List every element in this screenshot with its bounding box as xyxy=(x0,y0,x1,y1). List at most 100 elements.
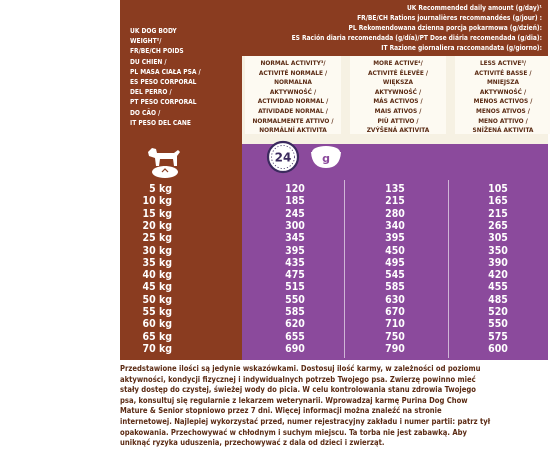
weight-label-line: UK DOG BODY xyxy=(130,27,177,35)
less-active-cell: 420 xyxy=(488,269,508,282)
weight-cell: 55 kg xyxy=(142,306,172,318)
more-active-cell: 545 xyxy=(385,269,405,282)
more-active-cell: 670 xyxy=(385,306,405,318)
activity-line: ZVÝŠENÁ AKTIVITA xyxy=(366,126,430,135)
weight-cell: 45 kg xyxy=(142,281,172,294)
footer-line: opakowania. Przechowywać w chłodnym i su… xyxy=(120,427,467,437)
activity-line: NORMAL ACTIVITY³/ xyxy=(260,59,326,67)
weight-label-line: PT PESO CORPORAL xyxy=(130,98,197,107)
weight-cell: 40 kg xyxy=(142,269,172,282)
more-active-cell: 585 xyxy=(385,281,405,294)
less-active-cell: 390 xyxy=(488,256,508,269)
more-active-cell: 395 xyxy=(385,232,405,245)
normal-activity-cell: 475 xyxy=(285,269,305,282)
clock-24h-icon: 24 xyxy=(266,140,300,174)
normal-activity-cell: 245 xyxy=(285,207,305,220)
normal-activity-cell: 620 xyxy=(285,318,305,331)
weight-cell: 65 kg xyxy=(142,330,172,343)
less-active-cell: 520 xyxy=(488,306,508,318)
activity-line: MENOS ACTIVOS / xyxy=(473,97,533,106)
less-active-cell: 550 xyxy=(488,318,508,331)
more-active-cell: 710 xyxy=(385,318,405,331)
activity-line: MENO ATTIVO / xyxy=(478,116,528,125)
column-divider xyxy=(448,180,449,358)
weight-label-line: PL MASA CIAŁA PSA / xyxy=(130,67,201,76)
more-active-cell: 495 xyxy=(385,256,405,269)
clock-label: 24 xyxy=(275,151,292,165)
activity-line: MENOS ATIVOS / xyxy=(476,106,530,115)
activity-line: AKTYWNOŚĆ / xyxy=(479,87,527,96)
normal-activity-cell: 435 xyxy=(285,256,305,269)
weight-cell: 5 kg xyxy=(149,183,172,195)
header-line: IT Razione giornaliera raccomandata (g/g… xyxy=(381,44,542,52)
daily-amount-header: UK Recommended daily amount (g/day)¹ FR/… xyxy=(242,0,548,56)
bowl-label: g xyxy=(322,152,330,165)
activity-line: ACTIVITÉ ÉLEVÉE / xyxy=(367,68,429,77)
more-active-cell: 215 xyxy=(385,195,405,208)
more-active-header: MORE ACTIVE⁴/ ACTIVITÉ ÉLEVÉE / WIĘKSZA … xyxy=(350,56,446,134)
activity-line: PIÙ ATTIVO / xyxy=(377,116,419,125)
header-line: UK Recommended daily amount (g/day)¹ xyxy=(406,4,542,12)
normal-activity-cell: 300 xyxy=(285,219,305,232)
less-active-cell: 455 xyxy=(488,281,508,294)
weight-cell: 10 kg xyxy=(142,195,172,208)
normal-activity-cell: 345 xyxy=(285,232,305,245)
normal-activity-cell: 655 xyxy=(285,330,305,343)
less-active-cell: 265 xyxy=(488,219,508,232)
activity-line: MAIS ATIVOS / xyxy=(374,106,422,115)
more-active-cell: 750 xyxy=(385,330,405,343)
weight-label-line: DEL PERRO / xyxy=(130,88,172,97)
weight-cell: 20 kg xyxy=(142,219,172,232)
footer-line: stały dostęp do czystej, świeżej wody do… xyxy=(120,385,476,395)
normal-activity-cell: 515 xyxy=(285,281,305,294)
less-active-cell: 485 xyxy=(488,293,508,306)
less-active-cell: 305 xyxy=(488,232,508,245)
more-active-cell: 450 xyxy=(385,244,405,257)
weight-label-line: IT PESO DEL CANE xyxy=(130,118,191,127)
footer-line: internetowej. Najlepiej wykorzystać prze… xyxy=(120,416,491,426)
weight-cell: 25 kg xyxy=(142,232,172,245)
normal-activity-header: NORMAL ACTIVITY³/ ACTIVITÉ NORMALE / NOR… xyxy=(245,56,341,134)
activity-line: NORMALNA xyxy=(274,78,312,87)
weight-cell: 15 kg xyxy=(142,207,172,220)
footer-line: Przedstawione ilości są jedynie wskazówk… xyxy=(120,364,481,373)
less-active-cell: 165 xyxy=(488,195,508,208)
normal-activity-cell: 550 xyxy=(285,293,305,306)
normal-activity-cell: 185 xyxy=(285,195,305,208)
normal-activity-cell: 585 xyxy=(285,306,305,318)
more-active-cell: 280 xyxy=(385,207,405,220)
activity-line: NORMALMENTE ATTIVO / xyxy=(252,116,334,125)
footer-notes: Przedstawione ilości są jedynie wskazówk… xyxy=(120,364,550,449)
normal-activity-cell: 690 xyxy=(285,342,305,355)
weight-column: 5 kg 10 kg 15 kg 20 kg 25 kg 30 kg 35 kg 40 kg 4… xyxy=(120,180,242,360)
footer-line: aktywności, kondycji fizycznej i indywid… xyxy=(120,374,476,384)
activity-line: ACTIVIDAD NORMAL / xyxy=(257,97,329,106)
normal-activity-cell: 120 xyxy=(285,183,305,195)
less-active-cell: 215 xyxy=(488,207,508,220)
dog-scale-area xyxy=(120,134,242,180)
feeding-table-background xyxy=(242,144,548,360)
weight-cell: 35 kg xyxy=(142,256,172,269)
header-line: FR/BE/CH Rations journalières recommandé… xyxy=(357,14,542,22)
less-active-cell: 575 xyxy=(488,330,508,343)
footer-line: uniknąć ryzyka uduszenia, przechowywać z… xyxy=(120,438,385,448)
weight-label-line: FR/BE/CH POIDS xyxy=(130,47,184,56)
weight-label-line: DO CÃO / xyxy=(130,108,161,117)
weight-cell: 70 kg xyxy=(142,342,172,355)
activity-line: LESS ACTIVE⁵/ xyxy=(479,59,527,67)
weight-label-text: UK DOG BODY WEIGHT²/ FR/BE/CH POIDS DU C… xyxy=(130,26,234,128)
header-line: PL Rekomendowana dzienna porcja pokarmow… xyxy=(348,24,542,32)
normal-activity-cell: 395 xyxy=(285,244,305,257)
less-active-header: LESS ACTIVE⁵/ ACTIVITÉ BASSE / MNIEJSZA … xyxy=(455,56,550,134)
weight-label-line: ES PESO CORPORAL xyxy=(130,78,197,87)
more-active-cell: 135 xyxy=(385,183,405,195)
weight-cell: 60 kg xyxy=(142,318,172,331)
footer-line: psa, konsultuj się regularnie z lekarzem… xyxy=(120,395,468,405)
less-active-cell: 600 xyxy=(488,342,508,355)
column-divider xyxy=(344,180,345,358)
activity-line: ATIVIDADE NORMAL / xyxy=(258,106,328,115)
activity-line: ACTIVITÉ NORMALE / xyxy=(258,68,328,77)
activity-line: NORMÁLNÍ AKTIVITA xyxy=(259,126,327,135)
activity-line: MÁS ACTIVOS / xyxy=(373,97,423,106)
weight-cell: 50 kg xyxy=(142,293,172,306)
